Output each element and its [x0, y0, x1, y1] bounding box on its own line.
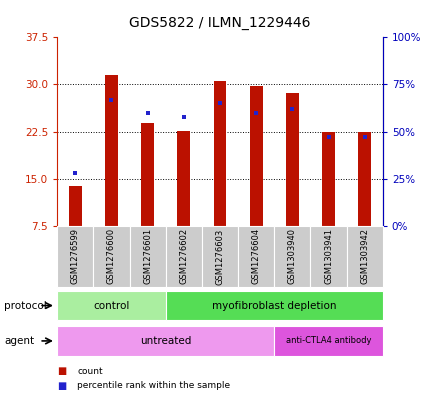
Text: percentile rank within the sample: percentile rank within the sample	[77, 382, 230, 390]
Text: GSM1303942: GSM1303942	[360, 228, 369, 285]
Point	[72, 170, 79, 176]
Bar	[238, 226, 274, 287]
Text: ■: ■	[57, 366, 66, 376]
Point	[216, 100, 224, 107]
Text: GSM1303940: GSM1303940	[288, 228, 297, 285]
Bar	[214, 81, 226, 226]
Text: GSM1276604: GSM1276604	[252, 228, 260, 285]
Bar	[141, 123, 154, 226]
Text: GSM1276601: GSM1276601	[143, 228, 152, 285]
Text: myofibroblast depletion: myofibroblast depletion	[212, 301, 337, 310]
Text: protocol: protocol	[4, 301, 47, 310]
Text: GSM1276603: GSM1276603	[216, 228, 224, 285]
Point	[325, 134, 332, 140]
Point	[180, 114, 187, 120]
Text: GSM1276600: GSM1276600	[107, 228, 116, 285]
Text: GDS5822 / ILMN_1229446: GDS5822 / ILMN_1229446	[129, 16, 311, 30]
Bar	[69, 186, 82, 226]
Text: ■: ■	[57, 381, 66, 391]
Text: anti-CTLA4 antibody: anti-CTLA4 antibody	[286, 336, 371, 345]
Text: GSM1276602: GSM1276602	[180, 228, 188, 285]
Bar	[57, 291, 166, 320]
Text: untreated: untreated	[140, 336, 191, 346]
Point	[108, 96, 115, 103]
Text: GSM1276599: GSM1276599	[71, 228, 80, 285]
Point	[289, 106, 296, 112]
Bar	[347, 226, 383, 287]
Bar	[57, 226, 93, 287]
Bar	[359, 132, 371, 226]
Bar	[166, 226, 202, 287]
Text: GSM1303941: GSM1303941	[324, 228, 333, 285]
Bar	[105, 75, 118, 226]
Bar	[250, 86, 263, 226]
Bar	[274, 226, 311, 287]
Point	[144, 110, 151, 116]
Text: count: count	[77, 367, 103, 376]
Bar	[93, 226, 129, 287]
Point	[253, 110, 260, 116]
Bar	[286, 93, 299, 226]
Bar	[202, 226, 238, 287]
Text: control: control	[93, 301, 130, 310]
Bar	[177, 131, 190, 226]
Bar	[166, 291, 383, 320]
Bar	[311, 226, 347, 287]
Bar	[129, 226, 166, 287]
Bar	[274, 326, 383, 356]
Point	[361, 134, 368, 140]
Bar	[57, 326, 274, 356]
Bar	[322, 132, 335, 226]
Text: agent: agent	[4, 336, 34, 346]
